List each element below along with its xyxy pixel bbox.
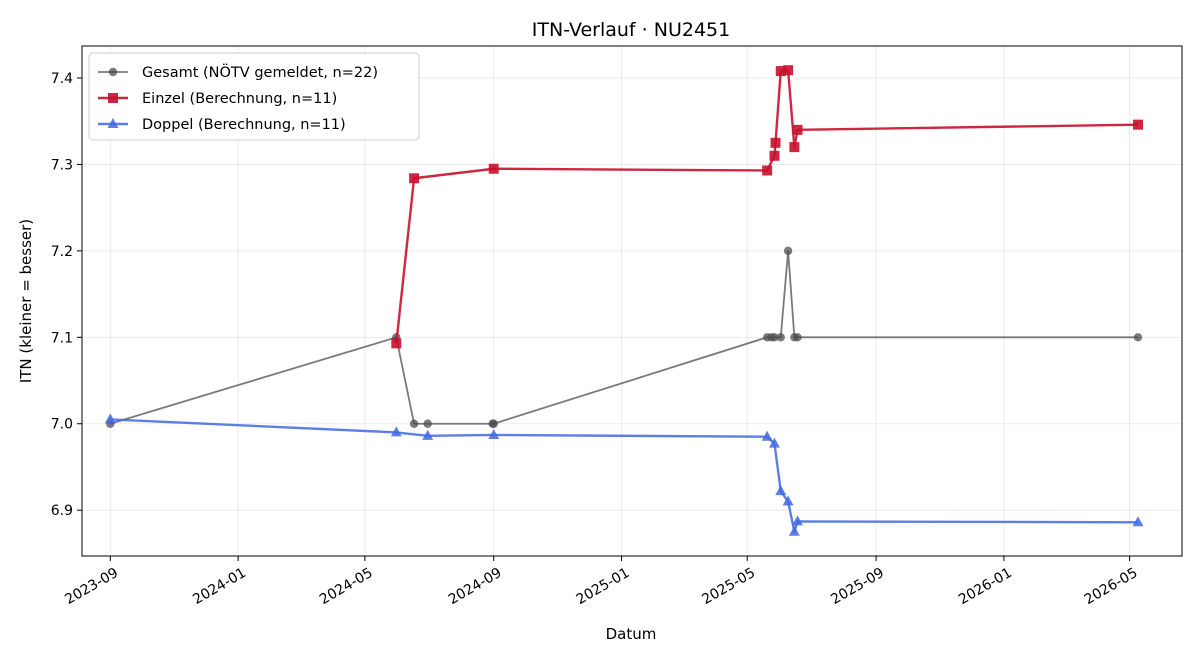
data-point-einzel (488, 163, 499, 174)
y-tick-label: 7.1 (51, 330, 73, 346)
data-point-gesamt (409, 419, 419, 428)
legend-marker-einzel (108, 93, 118, 103)
data-point-doppel (104, 413, 116, 424)
data-point-doppel (761, 430, 773, 441)
data-point-einzel (1133, 119, 1143, 130)
data-point-gesamt (1133, 333, 1143, 342)
data-point-einzel (391, 338, 402, 349)
data-point-gesamt (423, 419, 432, 428)
data-point-einzel (770, 137, 781, 148)
data-point-doppel (422, 429, 434, 440)
data-point-doppel (792, 515, 804, 526)
data-point-doppel (782, 495, 794, 506)
series-gesamt (106, 246, 1143, 428)
data-point-einzel (762, 165, 773, 176)
legend-label-gesamt: Gesamt (NÖTV gemeldet, n=22) (142, 63, 378, 81)
legend-marker-gesamt (108, 67, 118, 77)
data-point-doppel (488, 428, 500, 439)
y-tick-label: 7.3 (51, 157, 73, 173)
data-point-gesamt (489, 419, 498, 428)
y-tick-label: 7.4 (51, 71, 73, 87)
plot-frame (81, 45, 1183, 557)
data-point-einzel (409, 173, 420, 184)
legend-marker-doppel (107, 118, 119, 128)
data-point-doppel (768, 437, 780, 448)
data-point-einzel (789, 142, 800, 153)
data-point-einzel (783, 65, 794, 76)
y-tick-label: 7.0 (51, 417, 73, 433)
data-point-gesamt (770, 333, 779, 342)
data-point-doppel (390, 426, 402, 437)
y-tick-label: 6.9 (51, 503, 73, 519)
legend: Gesamt (NÖTV gemeldet, n=22) Einzel (Bere… (88, 52, 420, 141)
data-point-doppel (788, 525, 800, 536)
data-point-gesamt (783, 246, 793, 256)
y-tick-label: 7.2 (51, 244, 73, 260)
data-point-doppel (775, 485, 787, 496)
legend-label-einzel: Einzel (Berechnung, n=11) (142, 91, 337, 107)
y-axis-ticks: 6.9 7.0 7.1 7.2 7.3 7.4 (51, 71, 82, 519)
data-point-einzel (769, 150, 780, 161)
x-axis-label: Datum (606, 625, 657, 643)
data-point-gesamt (793, 333, 802, 342)
series-doppel (104, 413, 1144, 536)
chart-title: ITN-Verlauf · NU2451 (532, 19, 730, 41)
data-point-gesamt (776, 333, 785, 342)
data-point-einzel (775, 66, 786, 77)
y-axis-label: ITN (kleiner = besser) (17, 219, 35, 383)
data-point-doppel (1132, 516, 1144, 527)
series-layer (104, 65, 1144, 536)
legend-label-doppel: Doppel (Berechnung, n=11) (142, 117, 346, 133)
data-point-einzel (792, 124, 803, 135)
series-einzel (391, 65, 1143, 349)
legend-box (88, 52, 420, 141)
